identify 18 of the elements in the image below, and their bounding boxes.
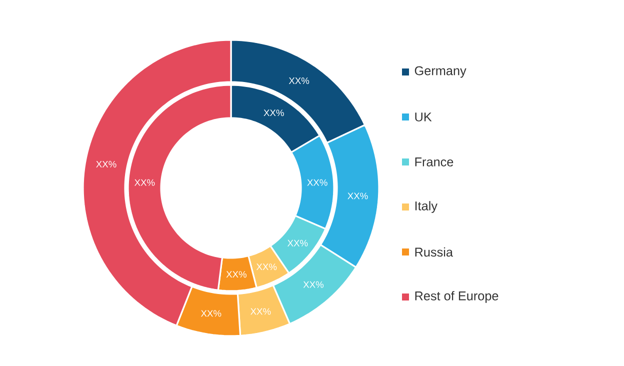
data-label: XX% [250,308,271,315]
legend-label: France [415,158,454,166]
data-label: XX% [307,179,328,186]
data-label: XX% [348,192,368,200]
legend-label: Rest of Europe [415,291,498,303]
legend-label: Italy [415,201,438,213]
legend-label: UK [415,112,432,122]
legend-label: Russia [415,247,453,257]
data-label: XX% [287,240,308,246]
data-label: XX% [264,110,284,116]
legend-label: Germany [414,66,466,78]
data-label: XX% [96,160,116,168]
data-label: XX% [200,310,222,317]
data-label: XX% [226,271,246,278]
data-label: XX% [288,78,310,84]
data-label: XX% [134,179,155,186]
data-label: XX% [303,281,324,288]
data-label: XX% [256,264,277,270]
